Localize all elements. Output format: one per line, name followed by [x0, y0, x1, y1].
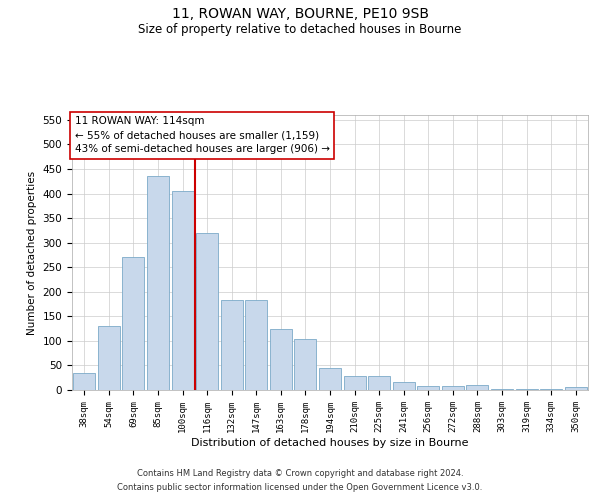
Bar: [442, 386, 464, 390]
Y-axis label: Number of detached properties: Number of detached properties: [27, 170, 37, 334]
Bar: [147, 176, 169, 390]
Bar: [295, 340, 316, 390]
Bar: [196, 233, 218, 390]
Bar: [319, 368, 341, 390]
Bar: [515, 388, 538, 390]
Bar: [417, 386, 439, 390]
Bar: [344, 376, 365, 390]
X-axis label: Distribution of detached houses by size in Bourne: Distribution of detached houses by size …: [191, 438, 469, 448]
Bar: [73, 373, 95, 390]
Text: Contains public sector information licensed under the Open Government Licence v3: Contains public sector information licen…: [118, 484, 482, 492]
Bar: [172, 191, 194, 390]
Bar: [392, 382, 415, 390]
Text: Contains HM Land Registry data © Crown copyright and database right 2024.: Contains HM Land Registry data © Crown c…: [137, 468, 463, 477]
Bar: [270, 328, 292, 390]
Bar: [368, 376, 390, 390]
Bar: [245, 300, 268, 390]
Bar: [491, 388, 513, 390]
Bar: [98, 326, 120, 390]
Bar: [122, 258, 145, 390]
Text: 11, ROWAN WAY, BOURNE, PE10 9SB: 11, ROWAN WAY, BOURNE, PE10 9SB: [172, 8, 428, 22]
Bar: [221, 300, 243, 390]
Text: Size of property relative to detached houses in Bourne: Size of property relative to detached ho…: [139, 22, 461, 36]
Bar: [466, 385, 488, 390]
Bar: [565, 387, 587, 390]
Text: 11 ROWAN WAY: 114sqm
← 55% of detached houses are smaller (1,159)
43% of semi-de: 11 ROWAN WAY: 114sqm ← 55% of detached h…: [74, 116, 329, 154]
Bar: [540, 388, 562, 390]
